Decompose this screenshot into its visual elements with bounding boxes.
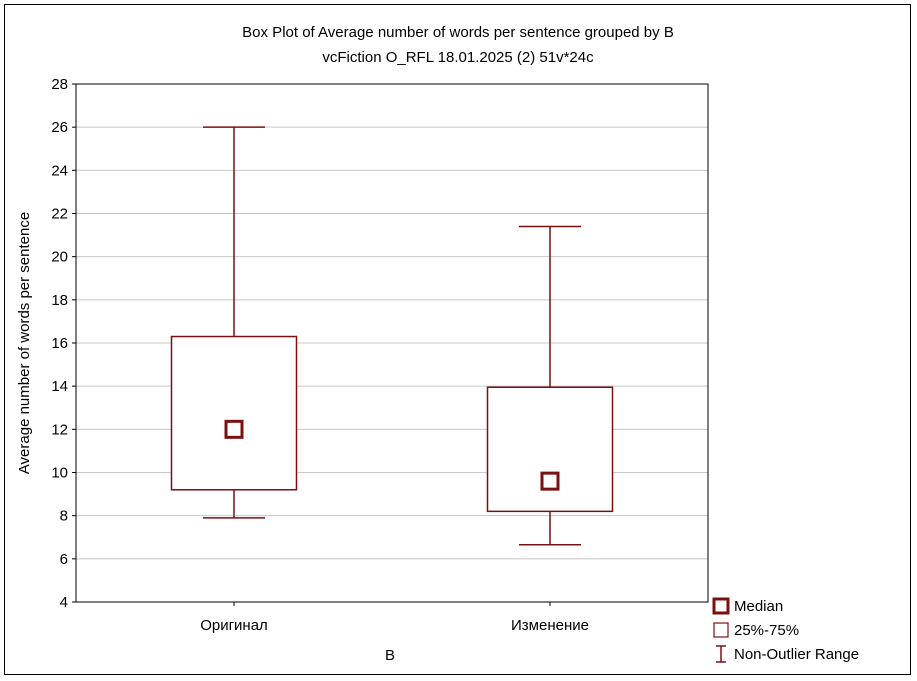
- median-marker: [540, 471, 560, 491]
- x-tick-label: Оригинал: [200, 617, 268, 634]
- y-tick-label: 8: [60, 508, 68, 525]
- chart-subtitle: vcFiction O_RFL 18.01.2025 (2) 51v*24c: [322, 49, 594, 66]
- legend-label: 25%-75%: [734, 622, 799, 639]
- chart-title: Box Plot of Average number of words per …: [242, 24, 674, 41]
- y-tick-label: 26: [51, 119, 68, 136]
- legend-box-swatch: [713, 622, 729, 638]
- legend-median-swatch: [712, 597, 730, 615]
- y-tick-label: 6: [60, 551, 68, 568]
- x-axis-label: B: [385, 647, 395, 664]
- y-tick-label: 10: [51, 465, 68, 482]
- boxes-layer: [170, 126, 614, 546]
- legend-label: Median: [734, 598, 783, 615]
- x-tick-label: Изменение: [511, 617, 589, 634]
- y-tick-label: 28: [51, 76, 68, 93]
- iqr-box: [170, 335, 298, 491]
- y-tick-label: 16: [51, 335, 68, 352]
- box-group: [486, 225, 614, 546]
- y-tick-label: 20: [51, 249, 68, 266]
- y-tick-label: 4: [60, 594, 68, 611]
- legend: Median 25%-75% Non-Outlier Range: [712, 597, 859, 663]
- plot-area: [75, 83, 709, 603]
- grid-layer: [76, 126, 708, 560]
- legend-label: Non-Outlier Range: [734, 646, 859, 663]
- box-group: [170, 126, 298, 519]
- y-ticks-layer: 4 6 8 10 12 14 16 18 20 22 24 26 28: [51, 76, 76, 611]
- y-tick-label: 14: [51, 378, 68, 395]
- y-tick-label: 22: [51, 206, 68, 223]
- y-tick-label: 24: [51, 162, 68, 179]
- median-marker: [224, 419, 244, 439]
- y-tick-label: 18: [51, 292, 68, 309]
- y-tick-label: 12: [51, 421, 68, 438]
- iqr-box: [486, 386, 614, 513]
- y-axis-label: Average number of words per sentence: [16, 212, 33, 474]
- x-labels-layer: Оригинал Изменение: [200, 602, 589, 634]
- chart-frame: [4, 4, 911, 675]
